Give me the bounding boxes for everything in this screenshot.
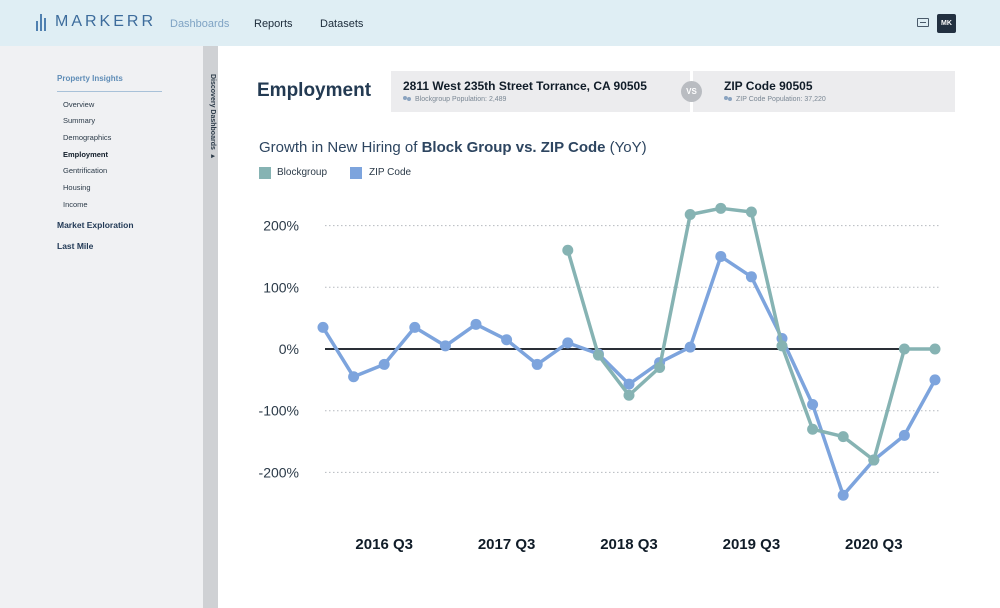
legend-swatch-blockgroup[interactable] [259,167,271,179]
sidebar-item-summary[interactable]: Summary [63,116,96,125]
series-line-zip-code [321,254,937,497]
user-avatar[interactable]: MK [937,14,956,33]
top-bar: MARKERR Dashboards Reports Datasets MK [0,0,1000,46]
sidebar-item-housing[interactable]: Housing [63,183,91,192]
data-point-zip-code[interactable] [837,489,849,501]
data-point-zip-code[interactable] [409,321,421,333]
data-point-zip-code[interactable] [807,399,819,411]
sidebar-section-market-exploration[interactable]: Market Exploration [57,220,134,230]
sidebar-item-overview[interactable]: Overview [63,100,95,109]
data-point-zip-code[interactable] [623,378,635,390]
logo-text: MARKERR [55,13,157,30]
sidebar-item-gentrification[interactable]: Gentrification [63,166,108,175]
sidebar-item-employment[interactable]: Employment [63,150,109,159]
chart-title-prefix: Growth in New Hiring of [259,139,422,156]
data-point-blockgroup[interactable] [807,423,819,435]
data-point-blockgroup[interactable] [837,431,849,443]
data-point-zip-code[interactable] [745,271,757,283]
x-tick-label: 2017 Q3 [478,536,536,553]
series-line-blockgroup [566,206,937,462]
data-point-zip-code[interactable] [439,340,451,352]
comparison-left-subtitle: Blockgroup Population: 2,489 [403,96,506,103]
comparison-right-title: ZIP Code 90505 [724,79,813,93]
y-tick-label: -100% [259,403,299,419]
data-point-zip-code[interactable] [317,321,329,333]
legend-label-zip-code[interactable]: ZIP Code [369,167,412,178]
data-point-zip-code[interactable] [378,358,390,370]
sidebar-item-demographics[interactable]: Demographics [63,133,112,142]
data-point-zip-code[interactable] [929,374,941,386]
data-point-zip-code[interactable] [501,334,513,346]
data-point-blockgroup[interactable] [684,208,696,220]
chat-icon[interactable] [917,18,929,27]
comparison-right-subtitle: ZIP Code Population: 37,220 [724,96,826,103]
data-point-blockgroup[interactable] [623,389,635,401]
data-point-blockgroup[interactable] [562,244,574,256]
data-point-blockgroup[interactable] [898,343,910,355]
y-tick-label: -200% [259,464,299,480]
comparison-left-population: Blockgroup Population: 2,489 [415,96,507,103]
markerr-logo[interactable]: MARKERR [36,13,156,31]
x-tick-label: 2018 Q3 [600,536,658,553]
y-tick-label: 0% [279,341,299,357]
nav-reports[interactable]: Reports [254,18,293,30]
nav-dashboards[interactable]: Dashboards [170,18,230,30]
y-tick-label: 100% [263,279,299,295]
sidebar-heading[interactable]: Property Insights [57,74,123,83]
x-tick-label: 2019 Q3 [723,536,781,553]
data-point-blockgroup[interactable] [868,454,880,466]
data-point-zip-code[interactable] [348,371,360,383]
chart-title-suffix: (YoY) [605,139,647,156]
comparison-left-card: 2811 West 235th Street Torrance, CA 9050… [391,71,690,112]
data-point-blockgroup[interactable] [592,349,604,361]
nav-datasets[interactable]: Datasets [320,18,364,30]
logo-bars-icon [36,13,50,31]
x-tick-label: 2016 Q3 [355,536,413,553]
legend-label-blockgroup[interactable]: Blockgroup [277,167,328,178]
people-icon [724,96,733,103]
drawer-label: Discovery Dashboards ▸ [209,74,216,160]
y-tick-label: 200% [263,218,299,234]
sidebar [0,46,203,608]
data-point-blockgroup[interactable] [929,343,941,355]
data-point-zip-code[interactable] [562,337,574,349]
sidebar-divider [57,91,162,92]
people-icon [403,96,412,103]
data-point-zip-code[interactable] [531,358,543,370]
data-point-zip-code[interactable] [715,250,727,262]
chart-title-bold: Block Group vs. ZIP Code [421,139,606,156]
legend-swatch-zip-code[interactable] [350,167,362,179]
vs-badge: VS [681,81,702,102]
comparison-right-card: ZIP Code 90505 ZIP Code Population: 37,2… [693,71,955,112]
sidebar-section-last-mile[interactable]: Last Mile [57,241,94,251]
x-tick-label: 2020 Q3 [845,536,903,553]
sidebar-item-income[interactable]: Income [63,200,88,209]
data-point-blockgroup[interactable] [654,362,666,374]
page-title: Employment [257,80,372,101]
data-point-blockgroup[interactable] [776,340,788,352]
discovery-dashboards-drawer[interactable]: Discovery Dashboards ▸ [203,46,218,608]
data-point-zip-code[interactable] [684,341,696,353]
comparison-right-population: ZIP Code Population: 37,220 [736,96,826,103]
comparison-left-title: 2811 West 235th Street Torrance, CA 9050… [403,79,647,93]
data-point-blockgroup[interactable] [715,202,727,214]
chart-title: Growth in New Hiring of Block Group vs. … [259,139,647,156]
data-point-zip-code[interactable] [898,429,910,441]
data-point-zip-code[interactable] [470,318,482,330]
data-point-blockgroup[interactable] [745,206,757,218]
